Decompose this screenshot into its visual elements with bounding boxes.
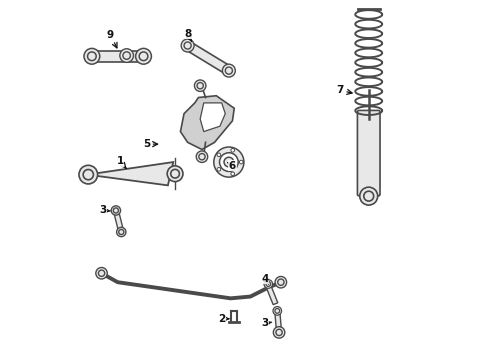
Text: 1: 1 <box>117 156 126 168</box>
Circle shape <box>231 149 235 152</box>
Text: 6: 6 <box>228 161 236 171</box>
Text: 9: 9 <box>107 30 117 48</box>
Circle shape <box>96 267 107 279</box>
Circle shape <box>220 153 238 171</box>
Circle shape <box>275 276 287 288</box>
Circle shape <box>181 39 194 52</box>
Text: 5: 5 <box>143 139 158 149</box>
Text: 3: 3 <box>100 206 110 216</box>
Circle shape <box>136 48 151 64</box>
Circle shape <box>117 227 126 237</box>
Text: 7: 7 <box>336 85 352 95</box>
Polygon shape <box>180 96 234 149</box>
Circle shape <box>217 167 220 171</box>
FancyBboxPatch shape <box>357 111 380 196</box>
Circle shape <box>111 206 121 215</box>
Circle shape <box>273 307 282 315</box>
Circle shape <box>167 166 183 181</box>
Polygon shape <box>275 311 282 333</box>
Circle shape <box>222 64 235 77</box>
Text: 8: 8 <box>184 29 192 42</box>
Circle shape <box>224 157 234 167</box>
Circle shape <box>217 153 220 157</box>
Polygon shape <box>114 210 123 233</box>
Circle shape <box>84 48 100 64</box>
Polygon shape <box>92 50 144 62</box>
Text: 4: 4 <box>261 274 269 284</box>
Text: 2: 2 <box>218 314 229 324</box>
Polygon shape <box>266 285 278 305</box>
Polygon shape <box>200 103 225 132</box>
Circle shape <box>195 80 206 91</box>
Text: 3: 3 <box>261 319 271 328</box>
Circle shape <box>273 327 285 338</box>
Circle shape <box>196 151 208 162</box>
Circle shape <box>214 147 244 177</box>
Circle shape <box>79 165 98 184</box>
Circle shape <box>360 187 378 205</box>
Circle shape <box>240 160 243 164</box>
Circle shape <box>120 49 133 62</box>
Polygon shape <box>185 41 231 75</box>
Circle shape <box>264 280 272 288</box>
Circle shape <box>231 172 235 176</box>
Polygon shape <box>87 162 173 185</box>
